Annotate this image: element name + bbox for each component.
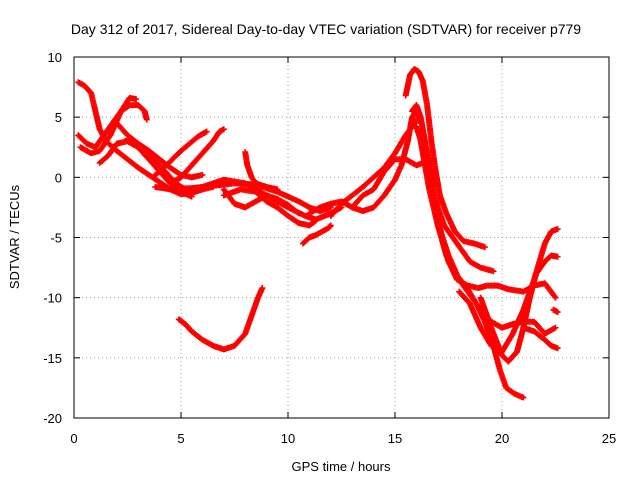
data-point (294, 209, 301, 216)
series-arc-17 (349, 156, 426, 211)
data-point (554, 309, 561, 316)
y-tick-label: -5 (50, 231, 62, 246)
data-point (327, 222, 334, 229)
y-tick-label: -15 (43, 351, 62, 366)
data-point (490, 268, 497, 275)
grid-lines (74, 57, 609, 418)
series-arc-13 (242, 149, 281, 193)
data-point (554, 253, 561, 260)
series-arc-14 (299, 222, 334, 247)
x-tick-label: 5 (177, 431, 184, 446)
x-tick-label: 15 (388, 431, 402, 446)
series-arc-8 (167, 126, 227, 187)
series-arc-23 (456, 226, 561, 355)
y-tick-label: 5 (55, 110, 62, 125)
data-point (143, 116, 150, 123)
series-arc-15 (306, 108, 424, 217)
data-point (133, 96, 140, 103)
y-tick-label: -20 (43, 411, 62, 426)
series-dip (175, 285, 266, 353)
series-arc-1 (75, 79, 206, 198)
data-point (295, 210, 302, 217)
series-arc-26 (550, 306, 561, 316)
y-tick-labels: -20 -15 -10 -5 0 5 10 (43, 50, 62, 426)
data-points (75, 66, 561, 401)
x-tick-label: 10 (281, 431, 295, 446)
series-arc-25 (520, 324, 561, 352)
chart-title: Day 312 of 2017, Sidereal Day-to-day VTE… (71, 21, 581, 37)
series-arc-18 (402, 66, 488, 251)
data-point (199, 171, 206, 178)
data-point (520, 394, 527, 401)
data-point (311, 218, 318, 225)
data-point (552, 324, 559, 331)
y-tick-label: 0 (55, 170, 62, 185)
x-tick-labels: 0 5 10 15 20 25 (70, 431, 616, 446)
data-point (554, 345, 561, 352)
x-tick-label: 0 (70, 431, 77, 446)
data-point (481, 244, 488, 251)
series-arc-12 (220, 186, 319, 229)
data-point (554, 226, 561, 233)
axis-ticks (73, 56, 610, 419)
series-arc-3 (77, 102, 150, 157)
data-point (203, 128, 210, 135)
data-point (259, 285, 266, 292)
data-point (274, 186, 281, 193)
data-point (312, 217, 319, 224)
y-tick-label: -10 (43, 291, 62, 306)
y-tick-label: 10 (48, 50, 62, 65)
series-arc-11 (220, 186, 302, 217)
series-arc-24 (477, 252, 561, 365)
x-tick-label: 20 (495, 431, 509, 446)
data-point (552, 294, 559, 301)
x-axis-label: GPS time / hours (292, 459, 391, 474)
y-axis-label: SDTVAR / TECUs (7, 184, 22, 289)
x-tick-label: 25 (602, 431, 616, 446)
data-point (220, 126, 227, 133)
series-arc-7 (152, 128, 210, 178)
